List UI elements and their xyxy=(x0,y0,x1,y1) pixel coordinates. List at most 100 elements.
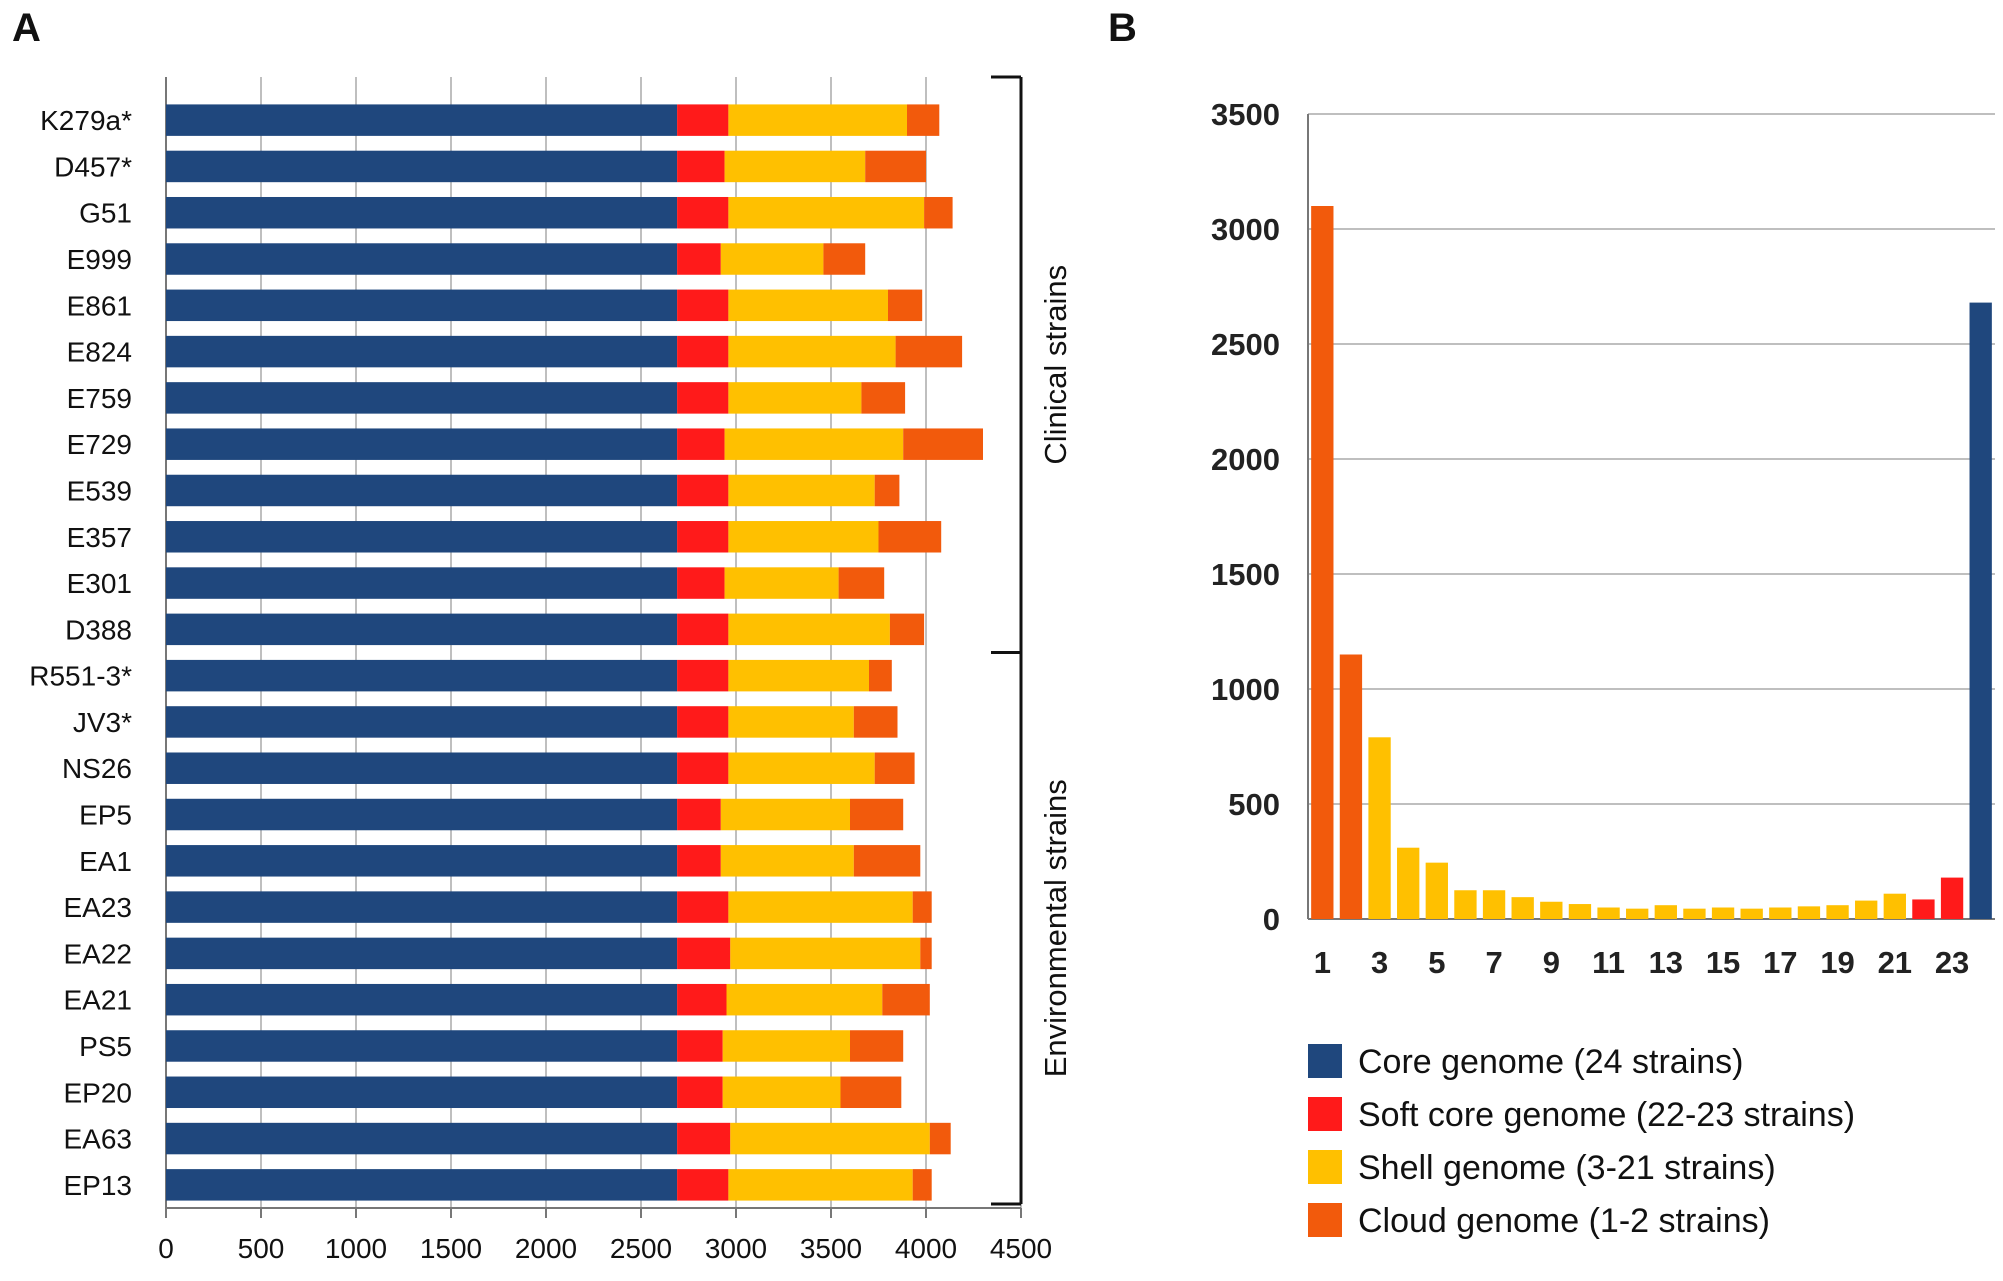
x-tick-label: 9 xyxy=(1543,945,1560,980)
y-category-label: E539 xyxy=(67,475,132,506)
x-tick-label: 17 xyxy=(1763,945,1797,980)
bar-segment-soft-core xyxy=(677,1122,731,1155)
bar-segment-core xyxy=(166,196,678,229)
bar-segment-cloud xyxy=(907,104,940,136)
group-label-environmental: Environmental strains xyxy=(1038,779,1073,1077)
y-category-label: D388 xyxy=(65,614,132,645)
bar-segment-cloud xyxy=(850,1030,904,1062)
bar-segment-cloud xyxy=(869,659,892,692)
bar-segment-core xyxy=(166,521,678,553)
bar-segment-soft-core xyxy=(677,196,729,229)
bar-segment-shell xyxy=(722,1076,841,1109)
bar-segment-shell xyxy=(728,474,875,507)
bar-segment-core xyxy=(166,428,678,460)
bar-segment-core xyxy=(166,1122,678,1155)
y-category-label: E999 xyxy=(67,244,132,275)
x-tick-label: 3500 xyxy=(800,1233,862,1264)
legend-swatch-core xyxy=(1308,1044,1342,1078)
x-tick-label: 11 xyxy=(1592,945,1625,980)
y-category-label: JV3* xyxy=(73,707,132,738)
bar-segment-shell xyxy=(728,335,896,368)
bar-segment-cloud xyxy=(865,150,926,183)
bar-segment-soft-core xyxy=(677,567,725,599)
bar-segment-soft-core xyxy=(677,937,731,970)
legend-label: Cloud genome (1-2 strains) xyxy=(1358,1202,1770,1240)
bar-shell xyxy=(1826,905,1849,919)
panel-b-label: B xyxy=(1108,6,1137,50)
bar-segment-soft-core xyxy=(677,983,727,1016)
x-tick-label: 1 xyxy=(1314,945,1331,980)
bar-segment-shell xyxy=(728,196,925,229)
bar-shell xyxy=(1855,900,1878,919)
y-category-label: EA63 xyxy=(64,1124,133,1155)
x-tick-label: 1500 xyxy=(420,1233,482,1264)
y-category-label: NS26 xyxy=(62,753,132,784)
bar-segment-soft-core xyxy=(677,521,729,553)
bar-segment-soft-core xyxy=(677,752,729,784)
bar-segment-shell xyxy=(728,706,854,738)
x-tick-label: 13 xyxy=(1649,945,1683,980)
y-tick-label: 1000 xyxy=(1211,672,1280,707)
y-tick-label: 1500 xyxy=(1211,557,1280,592)
y-category-label: PS5 xyxy=(79,1031,132,1062)
legend-swatch-shell xyxy=(1308,1150,1342,1184)
x-tick-label: 0 xyxy=(158,1233,174,1264)
bar-segment-shell xyxy=(730,1122,930,1155)
y-tick-label: 0 xyxy=(1263,902,1280,937)
bar-segment-soft-core xyxy=(677,104,729,136)
bar-segment-core xyxy=(166,104,678,136)
x-tick-label: 21 xyxy=(1878,945,1912,980)
bar-segment-core xyxy=(166,335,678,368)
bar-segment-cloud xyxy=(874,752,915,784)
x-tick-label: 3000 xyxy=(705,1233,767,1264)
y-category-label: EA1 xyxy=(79,846,132,877)
bar-segment-soft-core xyxy=(677,891,729,923)
x-tick-label: 500 xyxy=(238,1233,285,1264)
y-category-label: R551-3* xyxy=(29,661,132,692)
bar-segment-soft-core xyxy=(677,1030,723,1062)
bar-segment-cloud xyxy=(861,382,906,414)
bar-shell xyxy=(1883,893,1906,919)
bar-shell xyxy=(1454,890,1477,919)
bar-segment-soft-core xyxy=(677,845,721,877)
legend-label: Core genome (24 strains) xyxy=(1358,1043,1744,1081)
y-tick-label: 2500 xyxy=(1211,327,1280,362)
bar-segment-cloud xyxy=(929,1122,951,1155)
y-category-label: EA21 xyxy=(64,985,133,1016)
bar-segment-soft-core xyxy=(677,659,729,692)
bar-shell xyxy=(1368,737,1391,919)
bar-segment-core xyxy=(166,613,678,646)
bar-shell xyxy=(1511,897,1534,919)
bar-shell xyxy=(1597,907,1620,919)
bar-segment-cloud xyxy=(850,798,904,831)
bar-segment-cloud xyxy=(823,243,866,275)
bar-segment-cloud xyxy=(920,937,932,970)
bar-cloud xyxy=(1339,654,1363,919)
bar-segment-soft-core xyxy=(677,150,725,183)
y-category-label: E357 xyxy=(67,522,132,553)
bar-shell xyxy=(1797,906,1821,919)
x-tick-label: 4000 xyxy=(895,1233,957,1264)
bar-segment-soft-core xyxy=(677,428,725,460)
panel-a-label: A xyxy=(12,6,41,50)
bar-segment-soft-core xyxy=(677,1076,723,1109)
x-tick-label: 7 xyxy=(1485,945,1502,980)
y-category-label: EA23 xyxy=(64,892,133,923)
bar-segment-shell xyxy=(720,845,854,877)
y-tick-label: 3000 xyxy=(1211,212,1280,247)
bar-shell xyxy=(1397,847,1420,919)
bar-segment-cloud xyxy=(840,1076,902,1109)
bar-segment-shell xyxy=(722,1030,850,1062)
bar-segment-core xyxy=(166,752,678,784)
bar-segment-cloud xyxy=(853,706,898,738)
bar-segment-core xyxy=(166,937,678,970)
bar-segment-core xyxy=(166,289,678,322)
bar-segment-shell xyxy=(724,150,866,183)
bar-segment-core xyxy=(166,659,678,692)
bar-segment-soft-core xyxy=(677,243,721,275)
y-category-label: EP13 xyxy=(64,1170,133,1201)
bar-segment-soft-core xyxy=(677,289,729,322)
bar-segment-cloud xyxy=(888,289,923,322)
legend-label: Soft core genome (22-23 strains) xyxy=(1358,1096,1855,1134)
bar-segment-cloud xyxy=(878,521,942,553)
